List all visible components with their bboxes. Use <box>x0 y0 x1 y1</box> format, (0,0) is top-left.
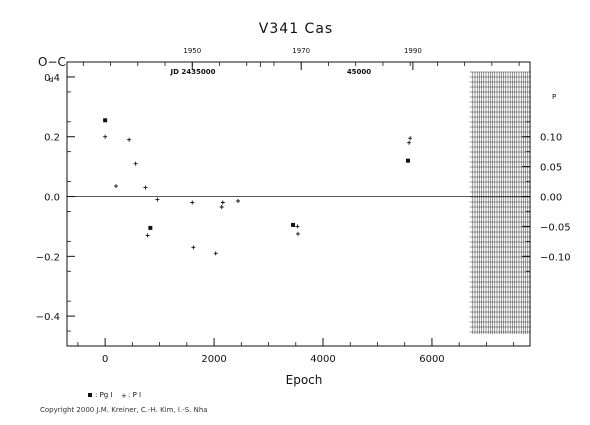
legend-pg-label: : Pg I <box>95 391 113 399</box>
point-p <box>220 200 225 205</box>
point-p <box>295 231 300 236</box>
x-axis-label: Epoch <box>286 373 323 387</box>
y-tick-label: 0.4 <box>44 73 60 84</box>
top-tick-label: 1950 <box>183 47 201 55</box>
point-p <box>407 140 412 145</box>
right-tick-label: −0.10 <box>540 252 571 263</box>
x-tick-label: 4000 <box>310 354 335 365</box>
point-p <box>408 136 413 141</box>
y-tick-label: −0.2 <box>36 252 60 263</box>
right-unit: P <box>552 93 556 101</box>
point-p <box>145 233 150 238</box>
jd-label: JD 2435000 <box>170 68 216 76</box>
right-tick-label: 0.10 <box>540 133 562 144</box>
right-tick-label: 0.05 <box>540 163 562 174</box>
y-tick-label: 0.0 <box>44 193 60 204</box>
left-unit: d <box>49 76 53 84</box>
plot-frame <box>66 61 531 347</box>
point-p <box>155 197 160 202</box>
x-tick-label: 2000 <box>201 354 226 365</box>
point-p <box>236 199 241 204</box>
right-tick-label: 0.00 <box>540 193 562 204</box>
y-tick-label: 0.2 <box>44 133 60 144</box>
y-axis-label: O−C <box>38 55 66 69</box>
point-p <box>213 251 218 256</box>
y-tick-label: −0.4 <box>36 312 60 323</box>
chart-title: V341 Cas <box>259 21 333 37</box>
hatched-region <box>469 71 531 334</box>
point-p <box>190 200 195 205</box>
top-tick-label: 1970 <box>292 47 310 55</box>
top-axis-ticks: 1950 1970 1990 <box>82 47 520 70</box>
legend-square-marker <box>88 393 92 397</box>
y-axis-ticks: 0.4 0.2 0.0 −0.2 −0.4 <box>36 73 75 332</box>
x-axis-ticks: 0 2000 4000 6000 <box>77 338 515 365</box>
point-p <box>295 224 300 229</box>
point-pg <box>148 225 153 230</box>
copyright-text: Copyright 2000 J.M. Kreiner, C.-H. Kim, … <box>40 406 208 414</box>
point-p <box>133 161 138 166</box>
point-p <box>143 185 148 190</box>
jd-45000-label: 45000 <box>347 68 371 76</box>
legend-p-label: : P I <box>128 391 141 399</box>
point-p <box>219 204 224 209</box>
point-p <box>114 184 119 189</box>
x-tick-label: 6000 <box>419 354 444 365</box>
data-points <box>103 118 413 256</box>
point-pg <box>405 158 410 163</box>
x-tick-label: 0 <box>102 354 108 365</box>
legend-plus-marker: + <box>121 392 127 400</box>
legend: : Pg I + : P I <box>88 391 141 400</box>
right-tick-label: −0.05 <box>540 222 571 233</box>
top-tick-label: 1990 <box>404 47 422 55</box>
point-p <box>103 134 108 139</box>
right-axis-ticks: 0.10 0.05 0.00 −0.05 −0.10 <box>522 121 571 272</box>
point-p <box>191 245 196 250</box>
point-pg <box>291 222 296 227</box>
point-p <box>127 137 132 142</box>
point-pg <box>103 118 108 123</box>
